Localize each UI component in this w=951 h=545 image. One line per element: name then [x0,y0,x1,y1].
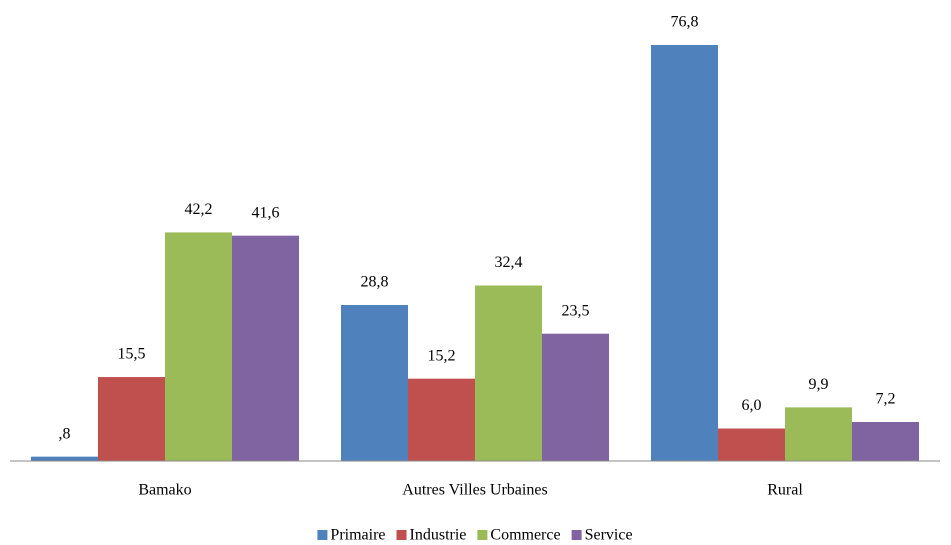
legend-label: Primaire [330,527,385,544]
bar [232,235,299,461]
x-tick-label: Bamako [138,482,191,499]
data-label: 6,0 [742,397,762,414]
legend-swatch [477,530,488,540]
legend-label: Commerce [490,527,560,544]
data-label: 7,2 [876,391,896,408]
legend-swatch [396,530,407,540]
data-label: 42,2 [185,201,213,218]
bar [341,305,408,461]
bar [475,285,542,461]
legend-label: Service [585,527,633,544]
data-label: 32,4 [495,254,523,271]
bar [98,377,165,461]
data-label: ,8 [59,425,71,442]
x-tick-label: Rural [767,482,803,499]
bar [31,456,98,461]
data-label: 15,2 [428,347,456,364]
legend-swatch [317,530,328,540]
data-label: 9,9 [809,376,829,393]
bar [785,407,852,461]
bar [542,333,609,461]
x-tick-label: Autres Villes Urbaines [402,482,547,499]
bar [408,378,475,461]
bar [852,422,919,461]
data-label: 23,5 [562,302,590,319]
legend-label: Industrie [410,527,467,544]
data-label: 28,8 [361,274,389,291]
data-label: 15,5 [118,346,146,363]
bar [651,45,718,461]
data-label: 41,6 [252,204,280,221]
bar [165,232,232,461]
bar [718,428,785,461]
data-label: 76,8 [671,14,699,31]
legend-swatch [571,530,582,540]
